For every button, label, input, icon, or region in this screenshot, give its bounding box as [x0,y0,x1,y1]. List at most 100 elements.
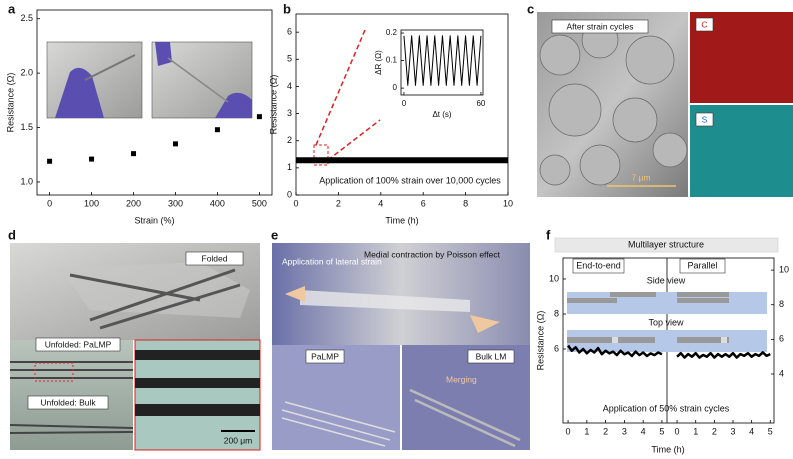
column-label: Parallel [687,260,717,270]
panel-label: f [546,227,551,242]
x-tick-label: 6 [421,198,426,208]
zoom-line [327,119,381,161]
image-label: Bulk LM [476,351,507,361]
y-axis-label: ΔR (Ω) [374,50,383,75]
x-tick-label: 4 [749,426,754,436]
scale-label: 200 μm [224,435,253,445]
x-axis-label: Δt (s) [432,110,451,119]
plot-frame [36,9,273,196]
x-tick-label: 0 [402,99,407,108]
y-axis-label: Resistance (Ω) [5,73,15,133]
x-axis-label: Time (h) [385,215,418,225]
y-tick-label: 6 [287,27,292,37]
image-label: Application of lateral strain [282,256,382,266]
map-label: S [702,114,708,124]
panel-label: b [283,1,291,16]
panel-label: d [8,227,16,242]
point [214,127,220,133]
x-tick-label: 2 [336,198,341,208]
y-tick-label: 8 [779,299,784,309]
y-axis-label: Resistance (Ω) [535,311,545,371]
y-tick-label: 4 [287,81,292,91]
y-tick-label: 0 [393,83,398,92]
y-tick-label: 0.1 [386,56,398,65]
strip [167,57,229,103]
panel-label: e [271,227,278,242]
x-tick-label: 200 [126,198,141,208]
image-label: After strain cycles [566,21,633,31]
map-label: C [701,19,707,29]
y-tick-label: 6 [779,334,784,344]
annotation: Application of 100% strain over 10,000 c… [319,175,501,185]
y-tick-label: 10 [549,273,559,283]
x-tick-label: 4 [641,426,646,436]
lines [9,361,134,434]
annotation: Application of 50% strain cycles [603,403,730,413]
x-axis-label: Time (h) [651,444,684,454]
glove [155,42,172,66]
y-tick-label: 2 [287,135,292,145]
point [47,158,53,164]
lines [135,350,260,416]
y-tick-label: 2.0 [20,67,33,77]
x-axis-label: Strain (%) [134,215,174,225]
column-label: End-to-end [576,260,621,270]
x-tick-label: 1 [693,426,698,436]
x-tick-label: 500 [252,198,267,208]
zoom-box [313,144,329,166]
x-tick-label: 100 [84,198,99,208]
y-tick-label: 4 [779,368,784,378]
x-tick-label: 4 [378,198,383,208]
plot-frame [562,257,775,424]
x-tick-label: 0 [566,426,571,436]
view-label: Side view [647,275,686,285]
glove [215,92,252,118]
pattern [69,268,241,330]
zoom-line [315,29,366,146]
line [676,351,771,359]
diagram-header: Multilayer structure [628,239,704,249]
glove [55,67,104,118]
y-tick-label: 8 [554,308,559,318]
x-tick-label: 60 [476,99,485,108]
x-tick-label: 10 [503,198,513,208]
x-tick-label: 2 [603,426,608,436]
x-tick-label: 8 [463,198,468,208]
y-tick-label: 3 [287,108,292,118]
image-label: Merging [446,374,477,384]
point [89,156,95,162]
view-label: Top view [648,317,684,327]
y-tick-label: 0.2 [386,28,398,37]
panel-label: a [8,1,16,16]
y-tick-label: 5 [287,54,292,64]
y-tick-label: 6 [554,343,559,353]
y-tick-label: 1.0 [20,176,33,186]
strip [84,54,136,81]
image-label: Folded [202,253,228,263]
y-tick-label: 0 [287,189,292,199]
point [256,114,262,120]
x-tick-label: 400 [210,198,225,208]
x-tick-label: 1 [584,426,589,436]
x-tick-label: 0 [47,198,52,208]
scale-label: 7 μm [631,172,650,182]
point [172,141,178,147]
image-label: PaLMP [311,351,339,361]
y-tick-label: 10 [779,264,789,274]
y-axis-label: Resistance (Ω) [268,75,278,135]
plot-frame [295,13,509,196]
x-tick-label: 5 [659,426,664,436]
x-tick-label: 300 [168,198,183,208]
x-tick-label: 0 [293,198,298,208]
x-tick-label: 5 [768,426,773,436]
image-label: Unfolded: Bulk [40,397,96,407]
y-tick-label: 1.5 [20,122,33,132]
x-tick-label: 2 [712,426,717,436]
y-tick-label: 2.5 [20,13,33,23]
panel-label: c [527,1,534,16]
line [567,344,663,358]
x-tick-label: 3 [730,426,735,436]
point [131,151,137,157]
x-tick-label: 0 [675,426,680,436]
